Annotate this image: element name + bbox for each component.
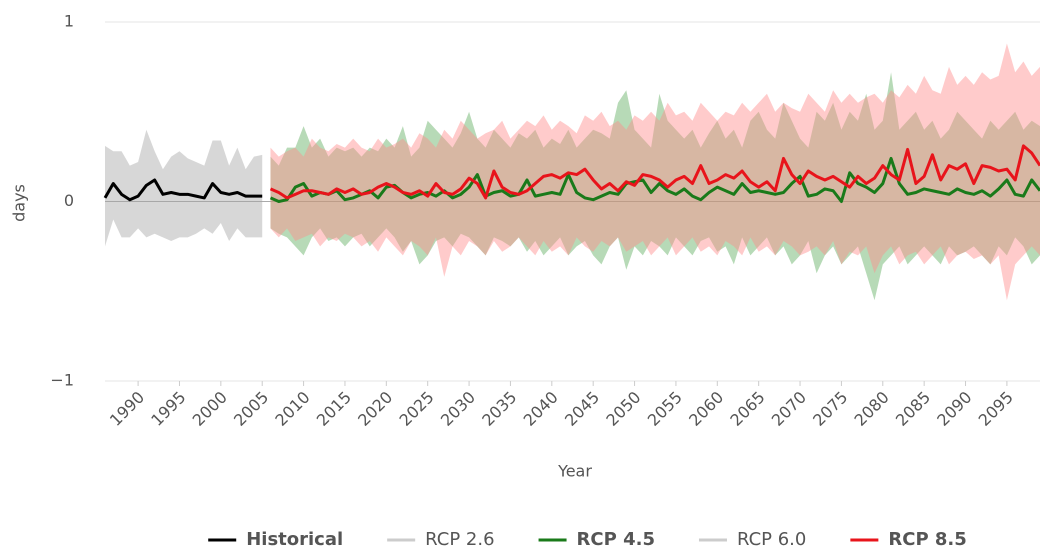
x-tick-label: 2070 [768, 388, 810, 430]
legend-label: RCP 2.6 [425, 529, 494, 547]
y-tick-label: 1 [64, 12, 74, 31]
x-tick-label: 2060 [685, 388, 727, 430]
x-axis-label: Year [557, 462, 592, 481]
series-line [269, 144, 1040, 200]
legend-label: Historical [246, 529, 343, 547]
x-tick-label: 2085 [892, 388, 934, 430]
x-tick-label: 2040 [520, 388, 562, 430]
x-tick-label: 1990 [106, 388, 148, 430]
range-band [105, 129, 263, 247]
x-tick-label: 2005 [230, 388, 272, 430]
series-line [103, 178, 263, 202]
x-tick-label: 2055 [644, 388, 686, 430]
legend-item[interactable]: RCP 2.6 [387, 529, 495, 547]
x-tick-label: 2095 [975, 388, 1017, 430]
legend-label: RCP 6.0 [737, 529, 806, 547]
x-tick-label: 2025 [395, 388, 437, 430]
x-tick-label: 2015 [313, 388, 355, 430]
legend-label: RCP 8.5 [888, 529, 966, 547]
y-axis-label: days [10, 184, 29, 222]
legend-item[interactable]: RCP 6.0 [698, 529, 806, 547]
range-band [270, 43, 1040, 301]
x-tick-label: 1995 [147, 388, 189, 430]
x-tick-label: 2035 [478, 388, 520, 430]
lines [103, 144, 1040, 203]
x-tick-label: 2050 [602, 388, 644, 430]
x-tick-label: 2090 [933, 388, 975, 430]
x-tick-label: 2000 [189, 388, 231, 430]
x-tick-label: 2075 [809, 388, 851, 430]
bands [105, 43, 1040, 301]
x-tick-label: 2080 [851, 388, 893, 430]
legend-item[interactable]: RCP 4.5 [538, 529, 655, 547]
y-tick-label: −1 [50, 371, 74, 390]
x-tick-label: 2020 [354, 388, 396, 430]
x-tick-label: 2065 [726, 388, 768, 430]
grid [105, 21, 1040, 382]
y-tick-label: 0 [64, 191, 74, 210]
legend: Historical RCP 2.6 RCP 4.5 RCP 6.0 RCP 8.5 [208, 529, 967, 547]
legend-item[interactable]: RCP 8.5 [850, 529, 967, 547]
x-tick-label: 2030 [437, 388, 479, 430]
legend-item[interactable]: Historical [208, 529, 343, 547]
x-tick-label: 2045 [561, 388, 603, 430]
legend-label: RCP 4.5 [577, 529, 655, 547]
x-tick-label: 2010 [271, 388, 313, 430]
